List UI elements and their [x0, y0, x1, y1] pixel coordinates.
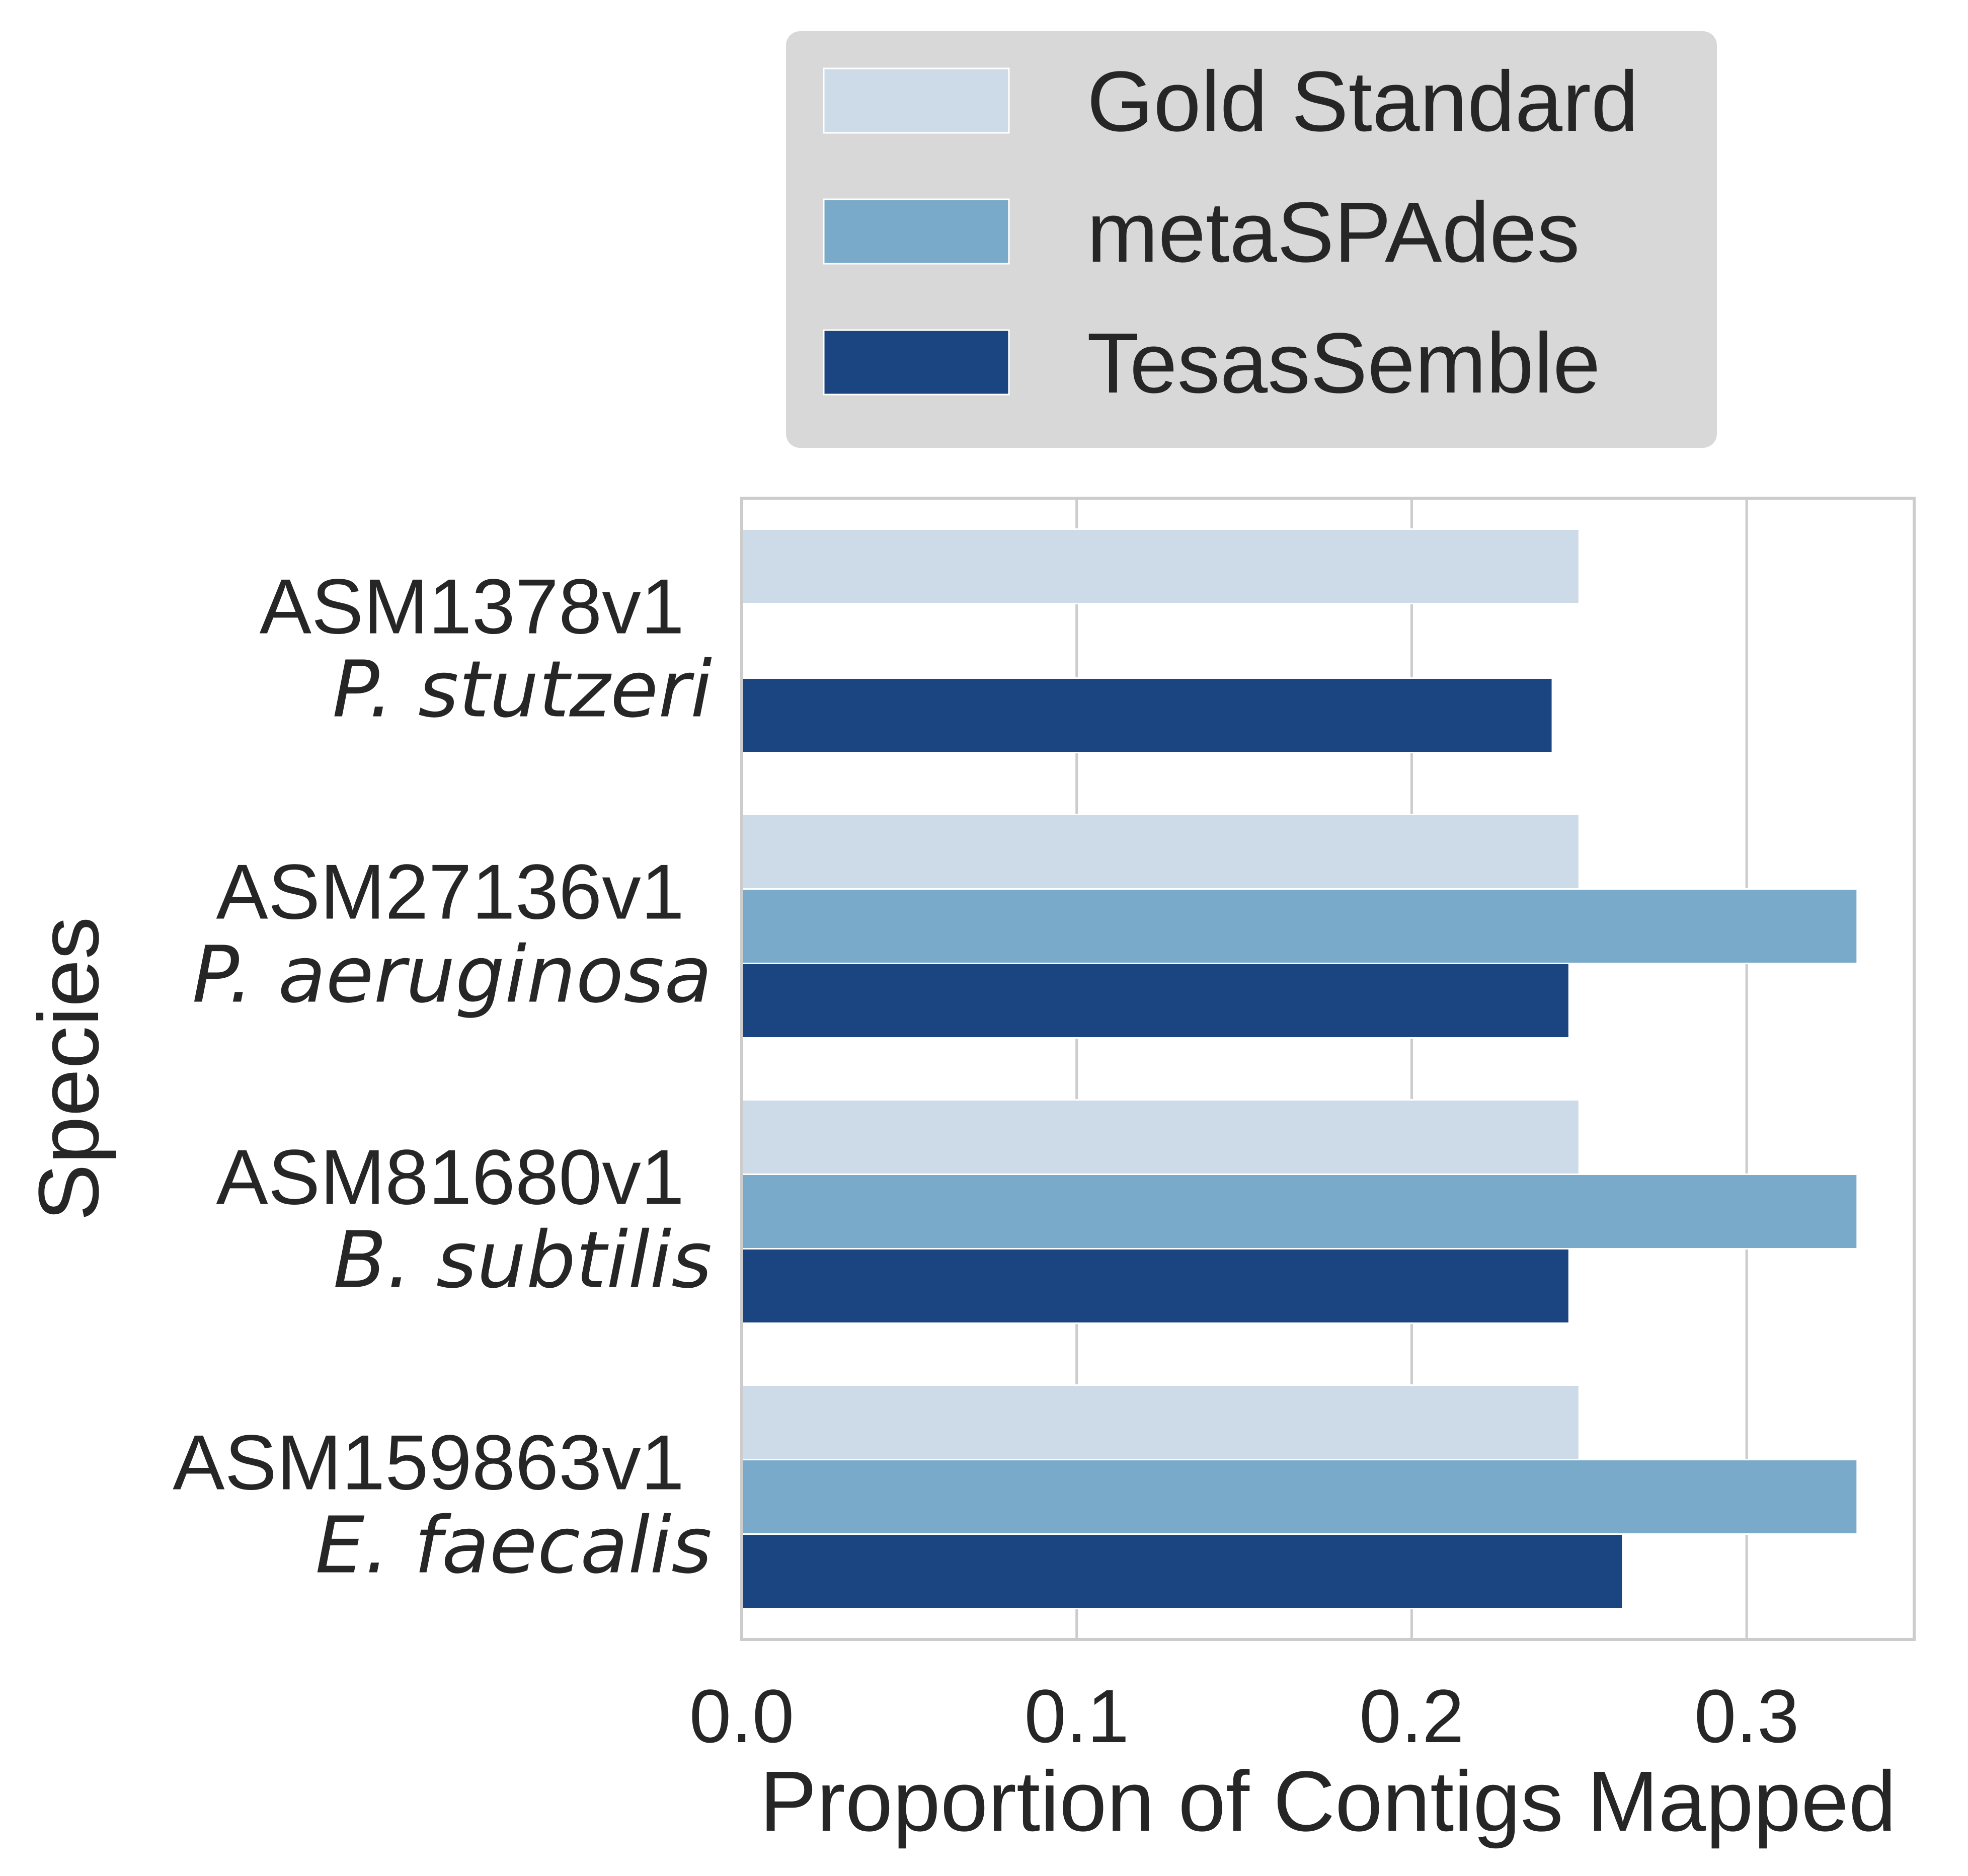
legend-swatch: [823, 198, 1010, 265]
plot-area: [740, 497, 1916, 1641]
legend: Gold Standard metaSPAdes TesasSemble: [786, 31, 1717, 448]
x-tick-label: 0.2: [1359, 1674, 1464, 1758]
y-category-species: P. aeruginosa: [192, 929, 712, 1021]
y-category-species: P. stutzeri: [332, 644, 712, 735]
legend-box: [786, 31, 1717, 448]
bar-gold-standard: [741, 1099, 1580, 1175]
legend-swatch: [823, 67, 1010, 134]
bar-tesassemble: [741, 1248, 1570, 1324]
x-axis-title: Proportion of Contigs Mapped: [760, 1754, 1897, 1849]
plot-frame: [740, 497, 1916, 1641]
y-axis-title: Species: [21, 917, 117, 1221]
legend-label: TesasSemble: [1087, 316, 1601, 411]
bar-tesassemble: [741, 963, 1570, 1039]
legend-label: metaSPAdes: [1087, 185, 1580, 280]
bar-tesassemble: [741, 1533, 1624, 1609]
bar-gold-standard: [741, 528, 1580, 604]
bar-tesassemble: [741, 677, 1553, 753]
bar-metaspades: [741, 1459, 1858, 1535]
y-category-label: ASM1378v1: [260, 563, 684, 650]
y-category-label: ASM81680v1: [216, 1134, 684, 1221]
x-tick-label: 0.1: [1024, 1674, 1129, 1758]
legend-swatch: [823, 329, 1010, 396]
bar-gold-standard: [741, 814, 1580, 890]
y-category-label: ASM159863v1: [173, 1419, 684, 1506]
y-category-species: B. subtilis: [333, 1215, 712, 1306]
bars: [741, 528, 1858, 1609]
legend-label: Gold Standard: [1087, 54, 1638, 149]
y-category-species: E. faecalis: [316, 1500, 712, 1591]
x-axis-ticks: 0.0 0.1 0.2 0.3: [689, 1674, 1799, 1758]
x-tick-label: 0.0: [689, 1674, 795, 1758]
bar-metaspades: [741, 888, 1858, 964]
bar-metaspades: [741, 1174, 1858, 1249]
y-category-label: ASM27136v1: [216, 848, 684, 935]
x-tick-label: 0.3: [1694, 1674, 1799, 1758]
bar-gold-standard: [741, 1384, 1580, 1460]
